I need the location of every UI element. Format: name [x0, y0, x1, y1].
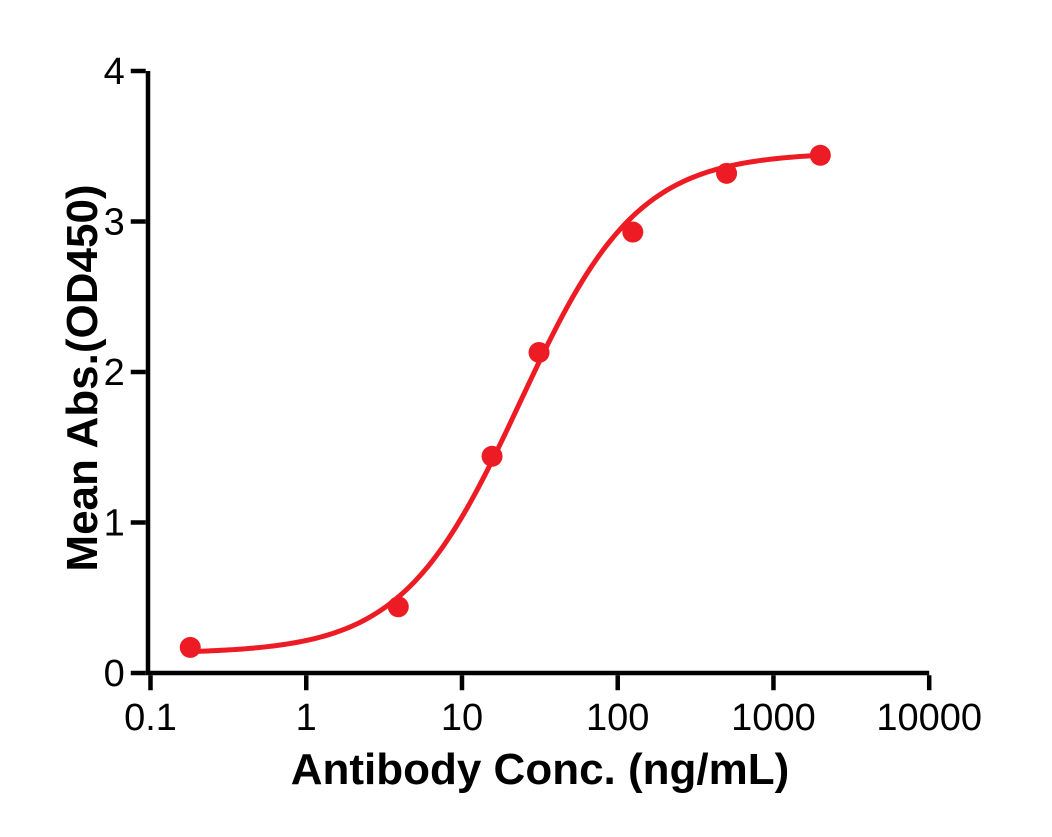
x-tick-label: 1000 [731, 697, 816, 739]
data-point [622, 221, 644, 243]
plot-area: 0 1 2 3 4 0.1 1 10 100 1000 10000 [104, 51, 982, 739]
y-tick-label: 1 [104, 503, 125, 545]
y-tick-label: 2 [104, 352, 125, 394]
axis-spine [145, 71, 930, 676]
x-tick-label: 100 [586, 697, 649, 739]
y-tick-label: 4 [104, 51, 125, 93]
x-axis-title: Antibody Conc. (ng/mL) [291, 745, 790, 794]
x-tick-label: 1 [296, 697, 317, 739]
data-point [179, 636, 201, 658]
y-tick-label: 3 [104, 202, 125, 244]
data-point [387, 596, 409, 618]
data-point [809, 144, 831, 166]
data-point [716, 162, 738, 184]
y-axis-title: Mean Abs.(OD450) [58, 184, 107, 571]
y-tick-label: 0 [104, 653, 125, 695]
x-tick-label: 10000 [876, 697, 982, 739]
fit-curve [187, 152, 823, 655]
data-point [481, 445, 503, 467]
data-point [528, 341, 550, 363]
x-tick-label: 10 [441, 697, 483, 739]
x-tick-label: 0.1 [124, 697, 177, 739]
